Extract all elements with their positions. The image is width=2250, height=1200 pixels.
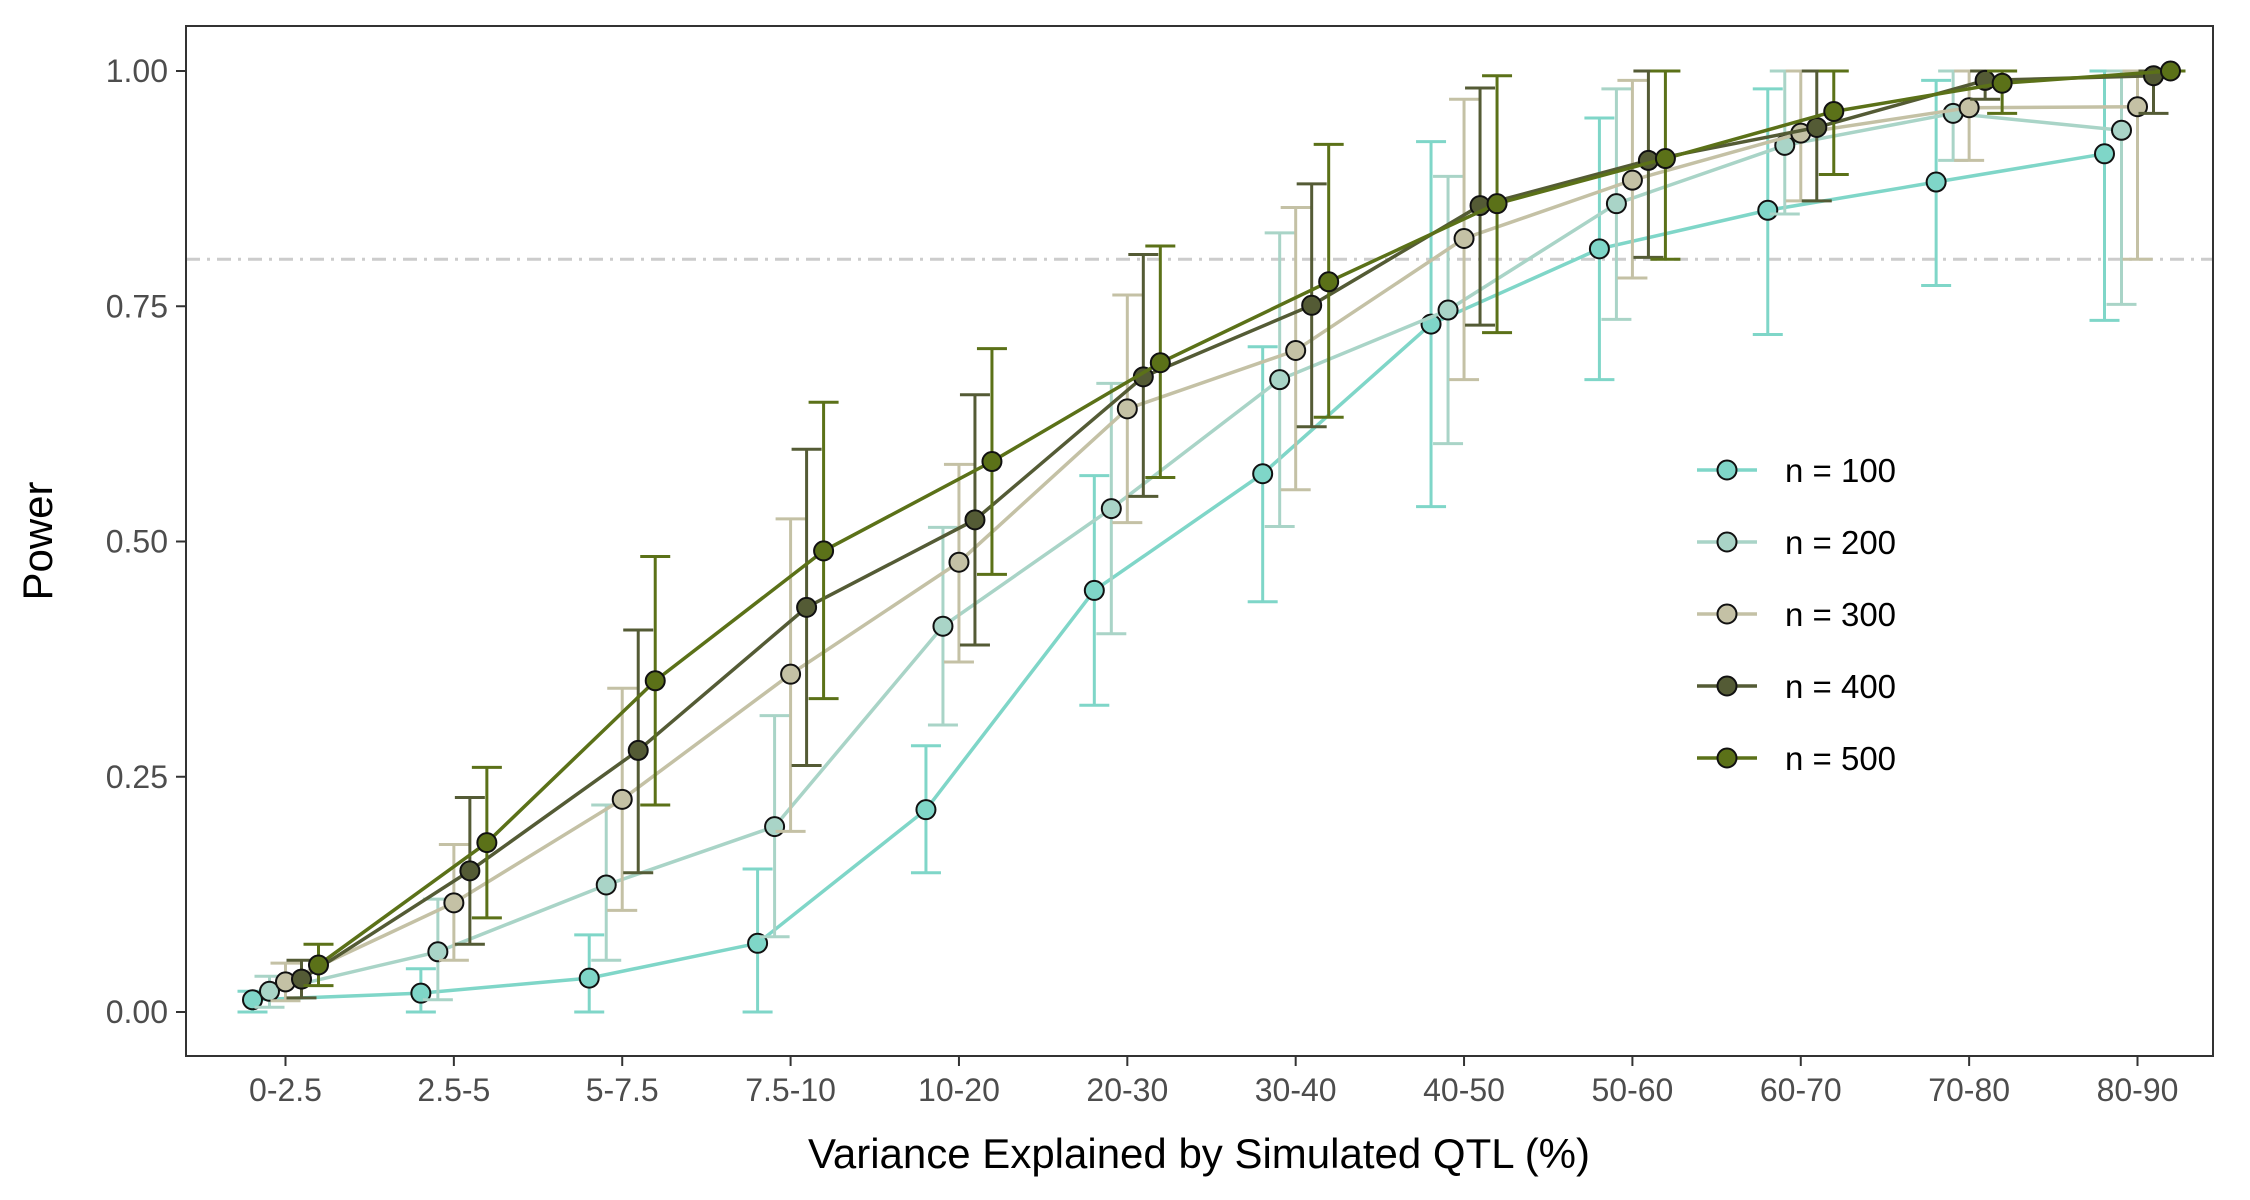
data-point	[981, 451, 1003, 473]
data-point	[1621, 169, 1643, 191]
x-axis-title: Variance Explained by Simulated QTL (%)	[808, 1130, 1590, 1177]
legend-label: n = 200	[1785, 524, 1896, 561]
series-line	[252, 152, 2105, 1002]
data-point	[1437, 299, 1459, 321]
legend-key-point	[1716, 603, 1738, 625]
y-tick-label: 1.00	[106, 53, 168, 89]
data-point	[1453, 227, 1475, 249]
legend-key-point	[1716, 531, 1738, 553]
x-tick-label: 30-40	[1255, 1072, 1337, 1108]
series-3	[270, 69, 2153, 1003]
data-point	[1149, 352, 1171, 374]
data-point	[2160, 60, 2181, 82]
data-point	[780, 663, 802, 685]
x-tick-label: 50-60	[1591, 1072, 1673, 1108]
data-point	[2111, 119, 2132, 141]
data-point	[1252, 463, 1274, 485]
legend: n = 100 n = 200 n = 300 n = 400 n = 500	[1697, 452, 1896, 777]
data-point	[578, 967, 600, 989]
data-point	[2143, 65, 2164, 87]
data-point	[1083, 579, 1105, 601]
data-point	[2127, 96, 2148, 118]
data-point	[1958, 97, 1980, 119]
data-point	[1991, 72, 2013, 94]
data-point	[915, 799, 937, 821]
legend-key-point	[1716, 675, 1738, 697]
legend-label: n = 100	[1785, 452, 1896, 489]
series-line	[317, 69, 2171, 967]
series-4	[286, 65, 2169, 1000]
data-point	[459, 860, 481, 882]
data-point	[747, 932, 769, 954]
data-point	[627, 739, 649, 761]
data-point	[242, 989, 263, 1011]
data-point	[427, 941, 449, 963]
data-point	[644, 670, 666, 692]
data-point	[1318, 271, 1340, 293]
y-tick-label: 0.25	[106, 759, 168, 795]
data-point	[1806, 116, 1828, 138]
series-line	[269, 111, 2122, 994]
x-tick-label: 5-7.5	[586, 1072, 659, 1108]
data-point	[1116, 398, 1138, 420]
x-tick-label: 2.5-5	[417, 1072, 490, 1108]
data-point	[1757, 199, 1779, 221]
y-tick-label: 0.50	[106, 524, 168, 560]
data-point	[1100, 498, 1122, 520]
x-tick-label: 20-30	[1086, 1072, 1168, 1108]
x-tick-label: 60-70	[1760, 1072, 1842, 1108]
legend-key-point	[1716, 459, 1738, 481]
x-tick-label: 10-20	[918, 1072, 1000, 1108]
data-point	[1925, 171, 1947, 193]
series-5	[303, 60, 2186, 988]
data-point	[595, 874, 617, 896]
data-point	[1823, 100, 1845, 122]
series-1	[237, 69, 2120, 1014]
data-point	[764, 816, 786, 838]
x-tick-label: 70-80	[1928, 1072, 2010, 1108]
series-line	[300, 73, 2154, 981]
data-point	[410, 982, 432, 1004]
series-layer	[237, 60, 2186, 1014]
x-tick-label: 80-90	[2097, 1072, 2179, 1108]
data-point	[443, 892, 465, 914]
data-point	[1269, 369, 1291, 391]
data-point	[813, 540, 835, 562]
legend-label: n = 300	[1785, 596, 1896, 633]
x-tick-label: 40-50	[1423, 1072, 1505, 1108]
data-point	[1301, 294, 1323, 316]
data-point	[1588, 238, 1610, 260]
data-point	[1654, 148, 1676, 170]
series-line	[284, 105, 2138, 984]
data-point	[308, 954, 329, 976]
data-point	[1486, 193, 1508, 215]
y-tick-label: 0.75	[106, 288, 168, 324]
data-point	[964, 509, 986, 531]
data-point	[948, 551, 970, 573]
x-axis: 0-2.5 2.5-5 5-7.5 7.5-10 10-20 20-30 30-40 40-5…	[249, 1056, 2178, 1108]
data-point	[291, 968, 312, 990]
data-point	[1285, 339, 1307, 361]
data-point	[796, 596, 818, 618]
data-point	[611, 788, 633, 810]
legend-key-point	[1716, 747, 1738, 769]
x-tick-label: 0-2.5	[249, 1072, 322, 1108]
data-point	[259, 980, 280, 1002]
y-axis: 0.00 0.25 0.50 0.75 1.00	[106, 53, 186, 1030]
data-point	[2094, 143, 2115, 165]
data-point	[932, 615, 954, 637]
legend-label: n = 500	[1785, 740, 1896, 777]
y-axis-title: Power	[14, 481, 61, 600]
legend-label: n = 400	[1785, 668, 1896, 705]
x-tick-label: 7.5-10	[745, 1072, 836, 1108]
data-point	[1605, 193, 1627, 215]
y-tick-label: 0.00	[106, 994, 168, 1030]
data-point	[476, 832, 498, 854]
